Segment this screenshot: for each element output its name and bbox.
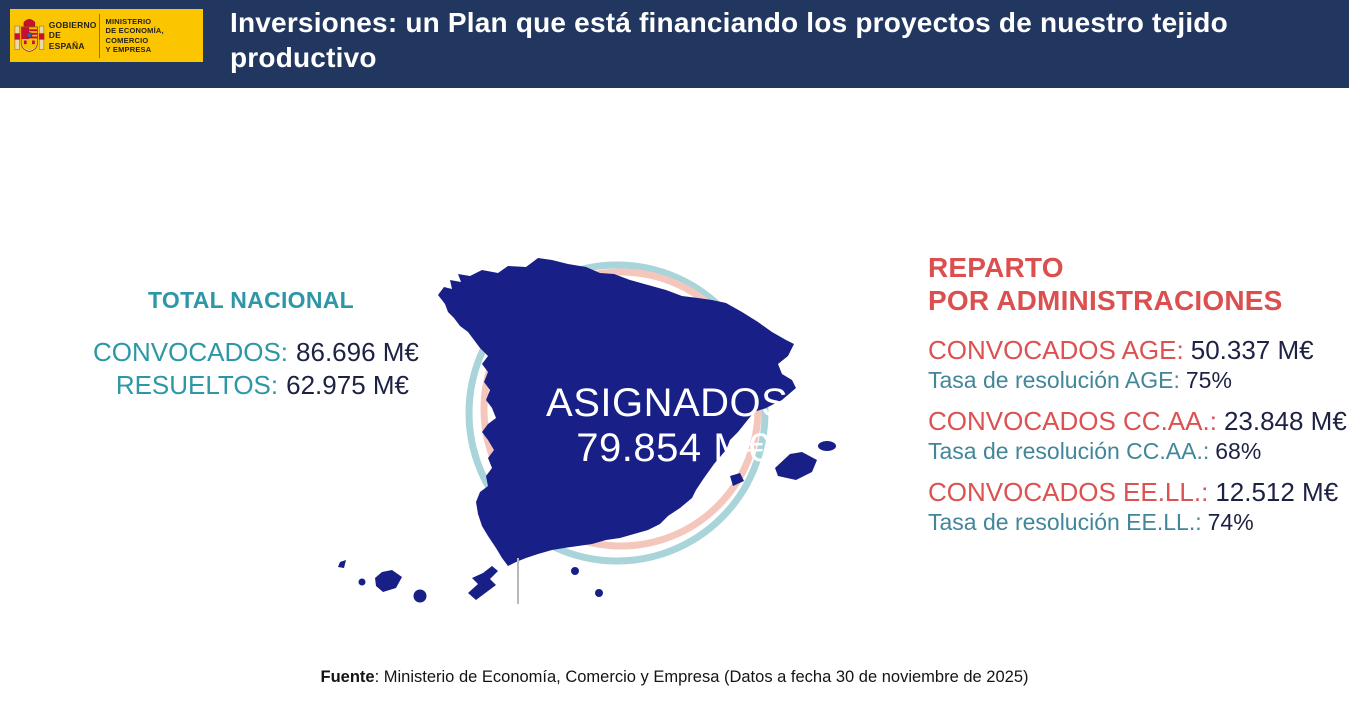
convocados-nacional-row: CONVOCADOS: 86.696 M€: [93, 336, 419, 369]
balearic-islands-shape: [775, 452, 817, 480]
reparto-title-line2: POR ADMINISTRACIONES: [928, 285, 1283, 316]
asignados-overlay: ASIGNADOS: 79.854 M€: [532, 381, 814, 471]
logo-divider: [98, 13, 100, 58]
reparto-group-eell: CONVOCADOS EE.LL.: 12.512 M€ Tasa de reso…: [928, 476, 1349, 537]
footer-source: Fuente: Ministerio de Economía, Comercio…: [0, 668, 1349, 687]
asignados-value: 79.854 M€: [576, 426, 770, 470]
convocados-age-label: CONVOCADOS AGE:: [928, 335, 1184, 365]
spain-map-svg: [338, 258, 836, 604]
resueltos-nacional-row: RESUELTOS: 62.975 M€: [93, 369, 409, 402]
canary-fuerteventura-shape: [468, 566, 498, 600]
spain-mainland-shape: [438, 258, 796, 566]
resueltos-value: 62.975 M€: [286, 370, 409, 400]
tasa-age-label: Tasa de resolución AGE:: [928, 367, 1180, 393]
reparto-group-ccaa: CONVOCADOS CC.AA.: 23.848 M€ Tasa de reso…: [928, 405, 1349, 466]
header-bar: GOBIERNO DE ESPAÑA MINISTERIO DE ECONOMÍ…: [0, 0, 1349, 88]
melilla-dot: [595, 589, 603, 597]
canary-tenerife-shape: [375, 570, 402, 592]
canary-gomera-dot: [358, 578, 366, 586]
asignados-label: ASIGNADOS:: [546, 381, 800, 425]
convocados-age-value: 50.337 M€: [1190, 335, 1314, 365]
slide-title: Inversiones: un Plan que está financiand…: [230, 7, 1228, 73]
ibiza-shape: [730, 473, 744, 486]
canary-la-palma-shape: [338, 560, 346, 568]
ceuta-dot: [571, 567, 579, 575]
ring-blue: [465, 261, 769, 565]
resueltos-label: RESUELTOS:: [115, 370, 279, 400]
reparto-title-line1: REPARTO: [928, 252, 1064, 283]
logo-government-text: GOBIERNO DE ESPAÑA: [48, 20, 97, 51]
convocados-ccaa-label: CONVOCADOS CC.AA.:: [928, 406, 1217, 436]
total-nacional-panel: TOTAL NACIONAL CONVOCADOS: 86.696 M€ RESU…: [93, 287, 419, 402]
reparto-group-age: CONVOCADOS AGE: 50.337 M€ Tasa de resoluc…: [928, 334, 1349, 395]
tasa-eell-label: Tasa de resolución EE.LL.:: [928, 509, 1202, 535]
spain-map-figure: ASIGNADOS: 79.854 M€: [320, 240, 940, 630]
convocados-ccaa-value: 23.848 M€: [1223, 406, 1347, 436]
total-nacional-title: TOTAL NACIONAL: [147, 287, 355, 313]
source-text: : Ministerio de Economía, Comercio y Emp…: [374, 668, 1029, 686]
reparto-panel: REPARTO POR ADMINISTRACIONES CONVOCADOS …: [928, 251, 1349, 547]
government-logo: GOBIERNO DE ESPAÑA MINISTERIO DE ECONOMÍ…: [10, 9, 203, 62]
convocados-eell-value: 12.512 M€: [1215, 477, 1339, 507]
source-label: Fuente: [320, 668, 375, 686]
convocados-eell-label: CONVOCADOS EE.LL.:: [928, 477, 1209, 507]
convocados-value: 86.696 M€: [296, 337, 419, 367]
convocados-label: CONVOCADOS:: [93, 337, 289, 367]
tasa-ccaa-value: 68%: [1215, 438, 1262, 464]
logo-ministry-text: MINISTERIO DE ECONOMÍA, COMERCIO Y EMPRE…: [105, 16, 164, 54]
canary-gran-canaria-dot: [413, 589, 427, 603]
menorca-shape: [818, 441, 836, 451]
tasa-age-value: 75%: [1185, 367, 1232, 393]
tasa-eell-value: 74%: [1207, 509, 1254, 535]
spain-coat-of-arms-icon: [14, 16, 45, 52]
tasa-ccaa-label: Tasa de resolución CC.AA.:: [928, 438, 1210, 464]
